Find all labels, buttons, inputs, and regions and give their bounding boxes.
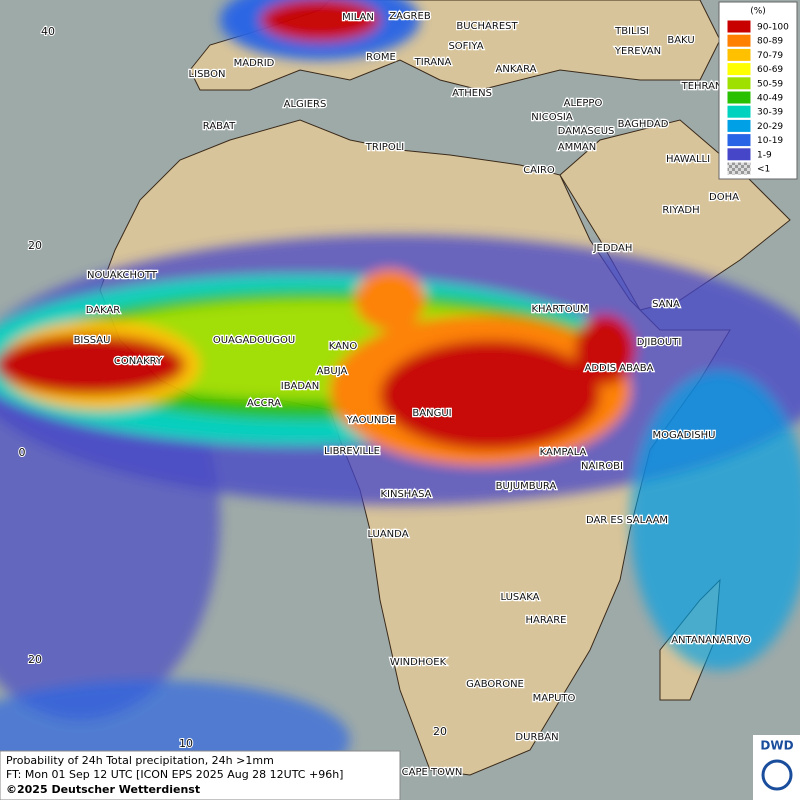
legend-label: 60-69 <box>757 65 783 75</box>
legend-swatch <box>726 161 752 176</box>
city-label: JEDDAH <box>593 243 633 254</box>
city-label: ANKARA <box>496 64 537 75</box>
city-label: BISSAU <box>74 335 111 346</box>
logo: DWD <box>760 739 793 753</box>
city-label: TEHRAN <box>681 81 723 92</box>
city-label: YEREVAN <box>614 46 661 57</box>
city-label: KINSHASA <box>380 489 431 500</box>
city-label: HAWALLI <box>666 154 710 165</box>
city-label: YAOUNDE <box>346 415 396 426</box>
city-label: KHARTOUM <box>531 304 588 315</box>
city-label: NICOSIA <box>531 112 573 123</box>
footer-line: FT: Mon 01 Sep 12 UTC [ICON EPS 2025 Aug… <box>6 768 343 781</box>
city-label: TIRANA <box>414 57 452 68</box>
city-label: MOGADISHU <box>653 430 716 441</box>
footer-line: Probability of 24h Total precipitation, … <box>6 754 274 767</box>
city-label: DURBAN <box>515 732 558 743</box>
city-label: CAIRO <box>523 165 555 176</box>
city-label: SOFIYA <box>448 41 483 52</box>
grid-label: 20 <box>28 239 42 252</box>
legend-label: 30-39 <box>757 108 783 118</box>
city-label: ATHENS <box>452 88 492 99</box>
city-label: DOHA <box>709 192 739 203</box>
legend-title: (%) <box>750 7 766 17</box>
city-label: RABAT <box>203 121 236 132</box>
city-label: BAKU <box>667 35 694 46</box>
legend-label: 70-79 <box>757 51 783 61</box>
city-labels: MILAN ZAGREB BUCHAREST TBILISI BAKU YEREVAN LI… <box>18 10 753 780</box>
legend-swatch <box>726 147 752 162</box>
legend-label: 90-100 <box>757 23 789 33</box>
footer-line: ©2025 Deutscher Wetterdienst <box>6 783 200 796</box>
legend-label: <1 <box>757 165 770 175</box>
city-label: KANO <box>329 341 358 352</box>
legend-swatch <box>726 76 752 91</box>
city-label: NAIROBI <box>581 461 623 472</box>
city-label: DAR ES SALAAM <box>586 515 668 526</box>
city-label: KAMPALA <box>540 447 587 458</box>
legend-label: 50-59 <box>757 79 783 89</box>
city-label: LISBON <box>189 69 226 80</box>
legend-swatch <box>726 133 752 148</box>
city-label: LUANDA <box>367 529 408 540</box>
city-label: AMMAN <box>558 142 596 153</box>
legend-label: 20-29 <box>757 122 783 132</box>
city-label: SANA <box>652 299 680 310</box>
city-label: MILAN <box>342 12 374 23</box>
logo-icon <box>761 759 793 791</box>
city-label: BANGUI <box>412 408 451 419</box>
city-label: RIYADH <box>662 205 699 216</box>
city-label: BUJUMBURA <box>496 481 557 492</box>
city-label: WINDHOEK <box>390 657 447 668</box>
grid-label: 10 <box>179 737 193 750</box>
legend-swatch <box>726 62 752 77</box>
city-label: ZAGREB <box>389 11 431 22</box>
grid-label: 40 <box>41 25 55 38</box>
legend-label: 10-19 <box>757 136 783 146</box>
grid-label: 20 <box>28 653 42 666</box>
city-label: CAPE TOWN <box>402 767 463 778</box>
city-label: LIBREVILLE <box>324 446 380 457</box>
legend-label: 1-9 <box>757 150 772 160</box>
city-label: MAPUTO <box>533 693 576 704</box>
city-label: CONAKRY <box>114 356 163 367</box>
city-label: ABUJA <box>317 366 348 377</box>
city-label: ADDIS ABABA <box>585 363 654 374</box>
city-label: TRIPOLI <box>365 142 404 153</box>
legend-swatch <box>726 33 752 48</box>
city-label: DJIBOUTI <box>637 337 682 348</box>
city-label: MADRID <box>234 58 275 69</box>
city-label: ALEPPO <box>564 98 603 109</box>
legend-swatch <box>726 104 752 119</box>
legend-swatch <box>726 90 752 105</box>
city-label: TBILISI <box>614 26 649 37</box>
legend-swatch <box>726 118 752 133</box>
city-label: BAGHDAD <box>618 119 669 130</box>
city-label: ANTANANARIVO <box>671 635 751 646</box>
legend-label: 80-89 <box>757 37 783 47</box>
grid-label: 20 <box>433 725 447 738</box>
city-label: HARARE <box>525 615 566 626</box>
legend-swatch <box>726 47 752 62</box>
city-label: ACCRA <box>247 398 281 409</box>
city-label: BUCHAREST <box>456 21 518 32</box>
legend: (%) 90-100 80-89 70-79 60-69 50-59 40-49 30-39… <box>718 1 798 180</box>
city-label: ALGIERS <box>284 99 327 110</box>
city-label: NOUAKCHOTT <box>87 270 158 281</box>
city-label: DAMASCUS <box>558 126 615 137</box>
city-label: DAKAR <box>86 305 121 316</box>
grid-label: 0 <box>19 446 26 459</box>
city-label: ROME <box>366 52 396 63</box>
city-label: IBADAN <box>281 381 320 392</box>
city-label: GABORONE <box>466 679 524 690</box>
legend-swatch <box>726 19 752 34</box>
footer-box <box>0 750 401 800</box>
city-label: LUSAKA <box>501 592 540 603</box>
city-label: OUAGADOUGOU <box>213 335 295 346</box>
legend-label: 40-49 <box>757 94 783 104</box>
